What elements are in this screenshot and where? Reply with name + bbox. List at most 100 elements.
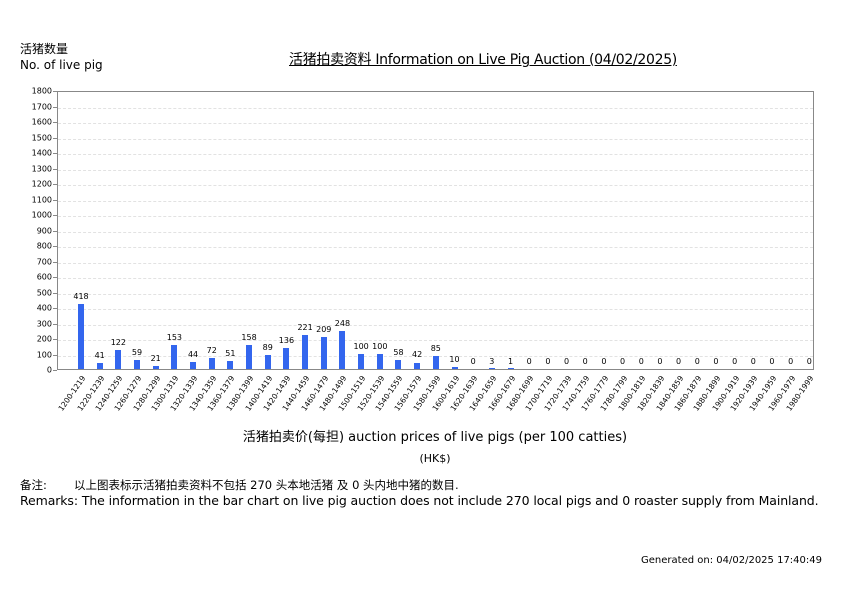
bar <box>451 367 458 369</box>
bar-value-label: 100 <box>372 341 388 351</box>
y-tick-label: 0 <box>46 365 52 375</box>
bar-value-label: 44 <box>187 350 199 360</box>
y-tick-label: 600 <box>36 272 52 282</box>
bar-value-label: 0 <box>676 357 682 366</box>
y-tick-label: 1100 <box>31 195 52 204</box>
y-axis-label-en: No. of live pig <box>20 58 103 72</box>
y-tick-label: 1500 <box>31 133 52 142</box>
plot-area: 418 41 122 59 21 153 44 72 51 158 89 136 221 209 248 10… <box>57 91 814 370</box>
bar <box>283 347 290 369</box>
bar <box>432 355 439 369</box>
gridline <box>58 231 813 233</box>
gridline <box>58 154 813 155</box>
y-tick-mark <box>53 153 57 154</box>
bar-value-label: 59 <box>131 347 143 357</box>
gridline <box>58 107 813 109</box>
bar-value-label: 0 <box>526 357 532 366</box>
y-tick-label: 1400 <box>31 148 52 158</box>
y-tick-mark <box>53 308 57 309</box>
bar-value-label: 0 <box>545 357 551 366</box>
gridline <box>58 262 813 264</box>
y-tick-mark <box>53 277 57 278</box>
y-tick-mark <box>53 323 57 325</box>
remark-chinese: 备注: 以上图表标示活猪拍卖资料不包括 270 头本地活猪 及 0 头内地中猪的数… <box>20 477 459 493</box>
y-tick-mark <box>53 354 57 356</box>
y-tick-label: 1000 <box>31 210 52 220</box>
y-axis-label: 活猪数量 No. of live pig <box>20 41 103 73</box>
remark-english: Remarks: The information in the bar char… <box>20 493 819 508</box>
bar <box>208 357 215 369</box>
y-tick-label: 200 <box>36 334 52 344</box>
generated-timestamp: Generated on: 04/02/2025 17:40:49 <box>641 555 822 566</box>
gridline <box>58 138 813 140</box>
y-tick-mark <box>53 370 57 371</box>
y-tick-label: 1800 <box>31 86 52 96</box>
y-tick-mark <box>53 122 57 123</box>
gridline <box>58 247 813 248</box>
y-tick-label: 1200 <box>31 179 52 189</box>
gridline <box>58 340 813 341</box>
bar-value-label: 58 <box>393 348 404 357</box>
bar-value-label: 209 <box>316 324 332 334</box>
y-tick-label: 500 <box>36 288 52 297</box>
y-tick-label: 800 <box>36 241 52 251</box>
bar <box>96 362 103 369</box>
bar-value-label: 0 <box>620 357 626 366</box>
y-tick-label: 1600 <box>31 117 52 127</box>
bar-value-label: 1 <box>507 356 514 366</box>
bar-value-label: 0 <box>564 357 570 366</box>
bar <box>414 362 421 369</box>
bar-value-label: 0 <box>638 357 644 366</box>
bar <box>78 304 84 369</box>
bar <box>339 330 346 369</box>
bar <box>376 353 383 369</box>
bar-value-label: 85 <box>430 343 441 353</box>
y-tick-mark <box>53 168 57 170</box>
gridline <box>58 200 813 202</box>
gridline <box>58 169 813 171</box>
bar <box>507 368 514 369</box>
bar-value-label: 418 <box>73 292 89 302</box>
bar <box>320 336 327 369</box>
y-tick-mark <box>53 261 57 263</box>
bar <box>171 345 178 369</box>
gridline <box>58 309 813 310</box>
bar-value-label: 221 <box>297 322 313 332</box>
remark-cn-text: 以上图表标示活猪拍卖资料不包括 270 头本地活猪 及 0 头内地中猪的数目. <box>74 478 459 492</box>
bar-value-label: 153 <box>166 333 183 343</box>
y-tick-mark <box>53 292 57 294</box>
y-tick-label: 300 <box>36 319 52 328</box>
bar-value-label: 0 <box>769 357 775 366</box>
bar-value-label: 0 <box>470 357 476 366</box>
bar <box>488 368 495 369</box>
y-tick-label: 1700 <box>31 102 52 111</box>
bar-value-label: 100 <box>353 341 369 351</box>
bar-value-label: 0 <box>694 357 700 366</box>
y-tick-mark <box>53 199 57 201</box>
bar-value-label: 42 <box>412 350 423 360</box>
bar <box>152 365 159 369</box>
bar-value-label: 158 <box>241 332 257 342</box>
y-tick-label: 100 <box>36 350 52 359</box>
y-tick-mark <box>53 230 57 232</box>
bar-value-label: 0 <box>713 357 719 366</box>
y-tick-label: 900 <box>36 226 52 235</box>
gridline <box>58 293 813 295</box>
gridline <box>58 216 813 217</box>
y-tick-mark <box>53 137 57 139</box>
x-axis-unit: (HK$) <box>419 452 451 465</box>
bar-value-label: 51 <box>225 349 236 359</box>
y-tick-mark <box>53 246 57 247</box>
bar-value-label: 21 <box>150 353 161 363</box>
x-axis-title: 活猪拍卖价(每担) auction prices of live pigs (p… <box>242 430 628 445</box>
bar-value-label: 72 <box>206 345 217 355</box>
bar-value-label: 0 <box>601 357 607 366</box>
bar-value-label: 0 <box>732 357 738 366</box>
bar-value-label: 3 <box>489 356 495 366</box>
bar-value-label: 0 <box>657 357 663 366</box>
gridline <box>58 278 813 279</box>
bar-value-label: 122 <box>110 338 126 348</box>
bar-value-label: 10 <box>449 355 460 365</box>
bar-value-label: 89 <box>262 343 273 353</box>
bar <box>264 355 271 369</box>
